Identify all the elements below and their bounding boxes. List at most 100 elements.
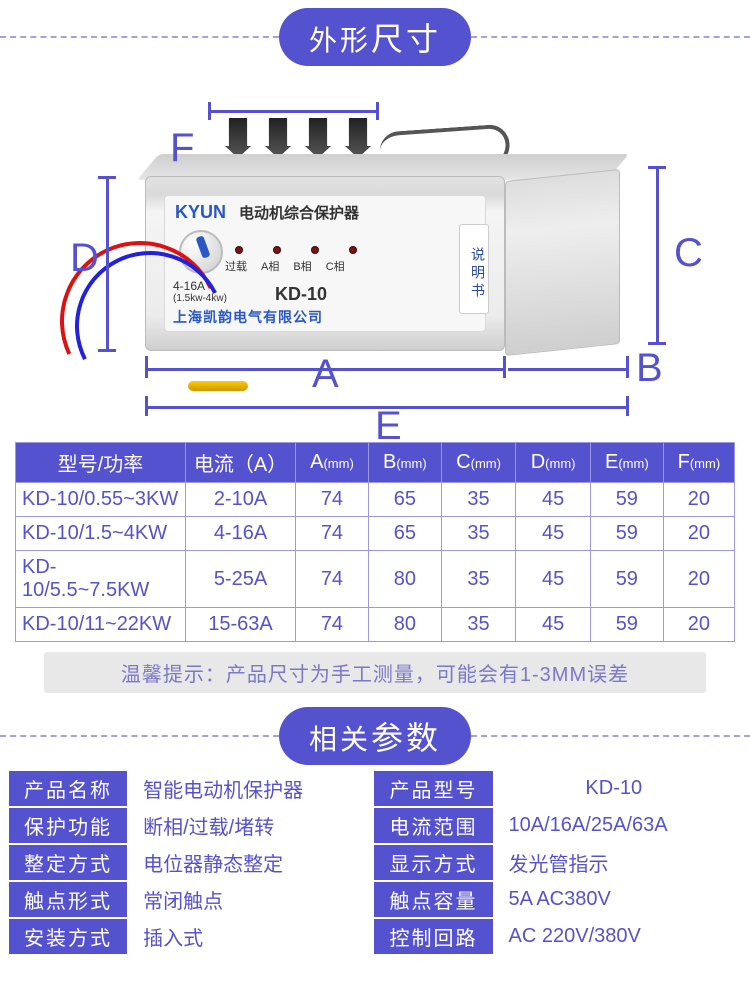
cell-current: 5-25A bbox=[186, 551, 296, 608]
param-value: 智能电动机保护器 bbox=[129, 771, 372, 806]
divider bbox=[0, 36, 279, 38]
cell-b: 65 bbox=[368, 483, 441, 517]
device-side-face bbox=[505, 169, 620, 356]
table-row: KD-10/11~22KW15-63A748035455920 bbox=[16, 608, 735, 642]
indicator-leds bbox=[235, 246, 357, 254]
title-text-b: 尺寸 bbox=[371, 21, 441, 57]
col-d: D(mm) bbox=[516, 443, 591, 483]
col-e: E(mm) bbox=[590, 443, 663, 483]
cell-d: 45 bbox=[516, 608, 591, 642]
param-key: 触点容量 bbox=[374, 882, 492, 917]
pill-title: 相关参数 bbox=[279, 707, 471, 765]
cell-d: 45 bbox=[516, 517, 591, 551]
param-value: KD-10 bbox=[495, 771, 741, 806]
cell-current: 2-10A bbox=[186, 483, 296, 517]
measurement-tip: 温馨提示：产品尺寸为手工测量，可能会有1-3MM误差 bbox=[44, 652, 706, 693]
dim-c-line bbox=[656, 166, 659, 344]
param-value: 5A AC380V bbox=[495, 882, 741, 917]
param-key: 触点形式 bbox=[9, 882, 127, 917]
param-value: 常闭触点 bbox=[129, 882, 372, 917]
param-key: 显示方式 bbox=[374, 845, 492, 880]
col-f: F(mm) bbox=[663, 443, 734, 483]
dim-a-label: A bbox=[312, 352, 339, 397]
param-key: 整定方式 bbox=[9, 845, 127, 880]
cell-current: 4-16A bbox=[186, 517, 296, 551]
cell-f: 20 bbox=[663, 608, 734, 642]
table-row: KD-10/0.55~3KW2-10A746535455920 bbox=[16, 483, 735, 517]
wire-ferrule bbox=[188, 381, 248, 391]
param-value: 插入式 bbox=[129, 919, 372, 954]
cell-model: KD-10/0.55~3KW bbox=[16, 483, 186, 517]
cell-model: KD-10/5.5~7.5KW bbox=[16, 551, 186, 608]
device-desc: 电动机综合保护器 bbox=[239, 205, 359, 222]
table-row: 安装方式插入式控制回路AC 220V/380V bbox=[9, 919, 741, 954]
product-dimension-figure: KYUN 电动机综合保护器 过载 A相 B相 C相 4-16A (1.5kw-4… bbox=[0, 66, 750, 436]
col-a: A(mm) bbox=[296, 443, 369, 483]
dim-f-line bbox=[208, 110, 378, 113]
param-key: 控制回路 bbox=[374, 919, 492, 954]
manual-tab: 说明书 bbox=[459, 224, 489, 314]
device-logo: KYUN bbox=[175, 202, 226, 222]
cell-b: 80 bbox=[368, 608, 441, 642]
cell-c: 35 bbox=[441, 483, 516, 517]
title-text-a: 外形 bbox=[309, 25, 371, 56]
dim-b-line bbox=[508, 368, 628, 371]
dimension-table: 型号/功率 电流（A） A(mm) B(mm) C(mm) D(mm) E(mm… bbox=[15, 442, 735, 642]
cell-f: 20 bbox=[663, 551, 734, 608]
device-model: KD-10 bbox=[275, 284, 327, 305]
pill-title: 外形尺寸 bbox=[279, 8, 471, 66]
table-row: 触点形式常闭触点触点容量5A AC380V bbox=[9, 882, 741, 917]
dim-e-label: E bbox=[375, 404, 402, 449]
divider bbox=[0, 735, 279, 737]
divider bbox=[471, 36, 750, 38]
dim-c-label: C bbox=[674, 231, 703, 276]
param-key: 产品型号 bbox=[374, 771, 492, 806]
cell-c: 35 bbox=[441, 517, 516, 551]
cell-e: 59 bbox=[590, 483, 663, 517]
cell-model: KD-10/1.5~4KW bbox=[16, 517, 186, 551]
cell-e: 59 bbox=[590, 551, 663, 608]
params-table-wrap: 产品名称智能电动机保护器产品型号KD-10保护功能断相/过载/堵转电流范围10A… bbox=[7, 769, 743, 956]
dim-d-line bbox=[106, 176, 109, 351]
device-logo-row: KYUN 电动机综合保护器 bbox=[175, 202, 359, 223]
param-key: 保护功能 bbox=[9, 808, 127, 843]
params-table: 产品名称智能电动机保护器产品型号KD-10保护功能断相/过载/堵转电流范围10A… bbox=[7, 769, 743, 956]
param-key: 安装方式 bbox=[9, 919, 127, 954]
title-text-a: 相关 bbox=[309, 724, 371, 755]
cell-c: 35 bbox=[441, 608, 516, 642]
cell-f: 20 bbox=[663, 483, 734, 517]
led-labels: 过载 A相 B相 C相 bbox=[225, 258, 345, 274]
param-key: 产品名称 bbox=[9, 771, 127, 806]
col-model: 型号/功率 bbox=[16, 443, 186, 483]
table-row: KD-10/5.5~7.5KW5-25A748035455920 bbox=[16, 551, 735, 608]
param-value: AC 220V/380V bbox=[495, 919, 741, 954]
section-title-dimensions: 外形尺寸 bbox=[0, 8, 750, 66]
col-c: C(mm) bbox=[441, 443, 516, 483]
cell-d: 45 bbox=[516, 483, 591, 517]
col-current: 电流（A） bbox=[186, 443, 296, 483]
cell-a: 74 bbox=[296, 517, 369, 551]
table-row: 产品名称智能电动机保护器产品型号KD-10 bbox=[9, 771, 741, 806]
param-value: 电位器静态整定 bbox=[129, 845, 372, 880]
cell-a: 74 bbox=[296, 608, 369, 642]
cell-a: 74 bbox=[296, 551, 369, 608]
dim-b-label: B bbox=[636, 346, 663, 391]
dim-d-label: D bbox=[70, 236, 99, 281]
cell-c: 35 bbox=[441, 551, 516, 608]
param-value: 发光管指示 bbox=[495, 845, 741, 880]
section-title-params: 相关参数 bbox=[0, 707, 750, 765]
cell-f: 20 bbox=[663, 517, 734, 551]
divider bbox=[471, 735, 750, 737]
cell-current: 15-63A bbox=[186, 608, 296, 642]
param-value: 10A/16A/25A/63A bbox=[495, 808, 741, 843]
cell-model: KD-10/11~22KW bbox=[16, 608, 186, 642]
table-row: 整定方式电位器静态整定显示方式发光管指示 bbox=[9, 845, 741, 880]
param-key: 电流范围 bbox=[374, 808, 492, 843]
cell-e: 59 bbox=[590, 608, 663, 642]
cell-a: 74 bbox=[296, 483, 369, 517]
dim-f-label: F bbox=[170, 126, 194, 171]
cell-e: 59 bbox=[590, 517, 663, 551]
cell-b: 80 bbox=[368, 551, 441, 608]
table-row: 保护功能断相/过载/堵转电流范围10A/16A/25A/63A bbox=[9, 808, 741, 843]
table-row: KD-10/1.5~4KW4-16A746535455920 bbox=[16, 517, 735, 551]
